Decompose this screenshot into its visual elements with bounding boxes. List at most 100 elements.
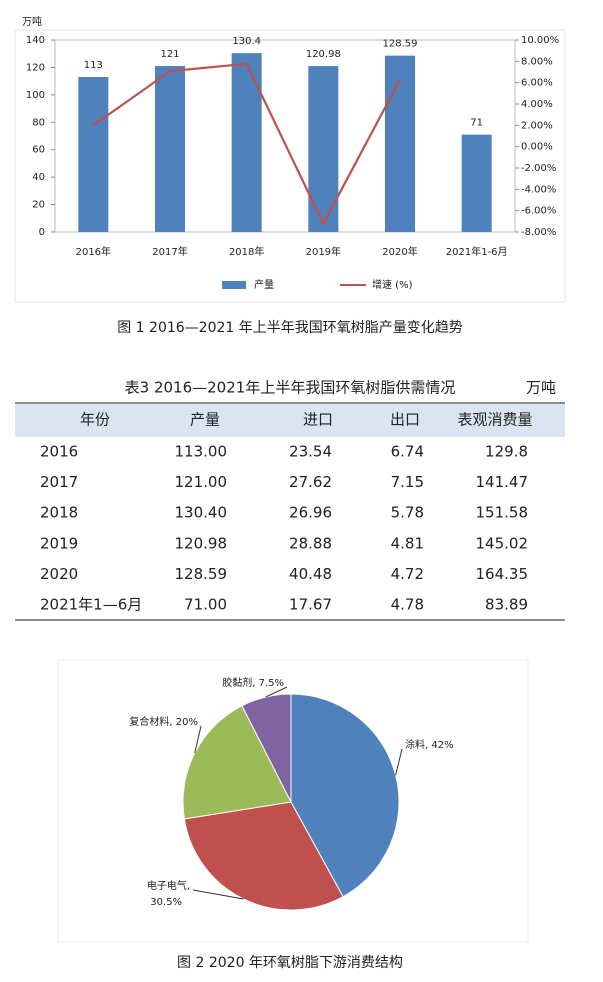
y-tick-label: 40 [32,172,45,183]
y-tick-label: 0 [39,227,45,238]
pie-category: 胶黏剂 [222,676,252,689]
y-tick-label: 100 [26,90,45,101]
y-axis-label: 万吨 [22,15,42,28]
pie-label: 涂料, 42% [405,738,454,751]
table-cell: 4.72 [391,565,424,583]
y-tick-label: 120 [26,62,45,73]
x-tick-label: 2016年 [76,245,111,258]
pie-value-label: 42% [431,740,453,751]
pie-separator: , [187,881,190,892]
y2-tick-label: 6.00% [521,78,553,89]
bar-value-label: 120.98 [306,49,341,60]
bar-value-label: 121 [160,49,179,60]
figure-caption: 图 2 2020 年环氧树脂下游消费结构 [177,955,403,971]
table-title: 表3 2016—2021年上半年我国环氧树脂供需情况 [125,379,456,397]
y2-tick-label: 10.00% [521,35,559,46]
x-tick-label: 2019年 [306,245,341,258]
pie-value-label: 7.5% [259,678,284,689]
bar-value-label: 71 [470,118,483,129]
pie-category: 复合材料 [129,715,169,728]
table-cell: 4.81 [391,534,424,552]
y2-tick-label: 4.00% [521,99,553,110]
table-cell: 130.40 [175,504,228,522]
pie-category: 涂料 [405,738,425,751]
pie-separator: , [425,740,431,751]
leader-line [265,686,288,698]
x-tick-label: 2020年 [382,245,417,258]
table-cell: 129.8 [485,443,528,461]
table-cell: 28.88 [289,534,332,552]
pie-label: 复合材料, 20% [129,715,198,728]
y-tick-label: 80 [32,117,45,128]
table-cell: 2017 [40,473,78,491]
legend-label: 增速 (%) [372,278,413,291]
x-tick-label: 2018年 [229,245,264,258]
table-header-cell: 进口 [303,411,333,429]
table-cell: 121.00 [175,473,228,491]
bar [461,134,492,232]
bar [78,77,109,233]
bar-value-label: 130.4 [232,36,261,47]
y2-tick-label: -8.00% [521,227,556,238]
table-cell: 164.35 [476,565,529,583]
table-cell: 27.62 [289,473,332,491]
pie-value-label: 30.5% [150,897,182,908]
table-cell: 128.59 [175,565,228,583]
pie-slice [183,801,344,911]
bar [308,66,339,233]
bar-value-label: 113 [84,60,103,71]
legend-label: 产量 [254,278,274,291]
table-cell: 40.48 [289,565,332,583]
y2-tick-label: -6.00% [521,206,556,217]
table-cell: 2018 [40,504,78,522]
figure-caption: 图 1 2016—2021 年上半年我国环氧树脂产量变化趋势 [117,320,463,336]
table-cell: 26.96 [289,504,332,522]
leader-line [192,889,244,900]
bar-value-label: 128.59 [383,39,418,50]
y-tick-label: 60 [32,145,45,156]
x-tick-label: 2021年1-6月 [446,245,508,258]
table-cell: 145.02 [476,534,529,552]
leader-line [194,725,202,754]
table-cell: 7.15 [391,473,424,491]
pie-separator: , [169,717,175,728]
table-unit: 万吨 [526,379,556,397]
plot-area [54,39,516,233]
pie-label: 胶黏剂, 7.5% [222,676,284,689]
y2-tick-label: 0.00% [521,142,553,153]
table-header-cell: 表观消费量 [457,411,532,429]
table-cell: 71.00 [184,596,227,614]
y-tick-label: 140 [26,35,45,46]
table-cell: 151.58 [476,504,529,522]
pie-category: 电子电气 [147,879,187,892]
table-cell: 6.74 [391,443,424,461]
line-series [92,62,401,227]
table-cell: 5.78 [391,504,424,522]
pie-separator: , [252,678,258,689]
table-header-cell: 年份 [80,411,110,429]
table-cell: 2016 [40,443,78,461]
table-header-cell: 产量 [190,411,220,429]
pie-label: 电子电气, 30.5% [147,879,190,908]
table-cell: 4.78 [391,596,424,614]
table-cell: 141.47 [476,473,529,491]
legend-swatch [222,281,246,289]
bar [155,66,185,232]
leader-line [395,748,403,776]
table-cell: 113.00 [175,443,228,461]
bar [231,53,262,233]
y2-tick-label: 8.00% [521,56,553,67]
table-cell: 83.89 [485,596,528,614]
pie-slice [290,693,400,898]
table-header-bg [15,404,565,437]
x-tick-label: 2017年 [152,245,187,258]
bar [385,55,415,233]
y2-tick-label: -4.00% [521,184,556,195]
table-cell: 2020 [40,565,78,583]
y2-tick-label: 2.00% [521,120,553,131]
pie-value-label: 20% [176,717,198,728]
table-cell: 17.67 [289,596,332,614]
y-tick-label: 20 [32,200,45,211]
table-cell: 2019 [40,534,78,552]
table-cell: 2021年1—6月 [40,596,142,614]
